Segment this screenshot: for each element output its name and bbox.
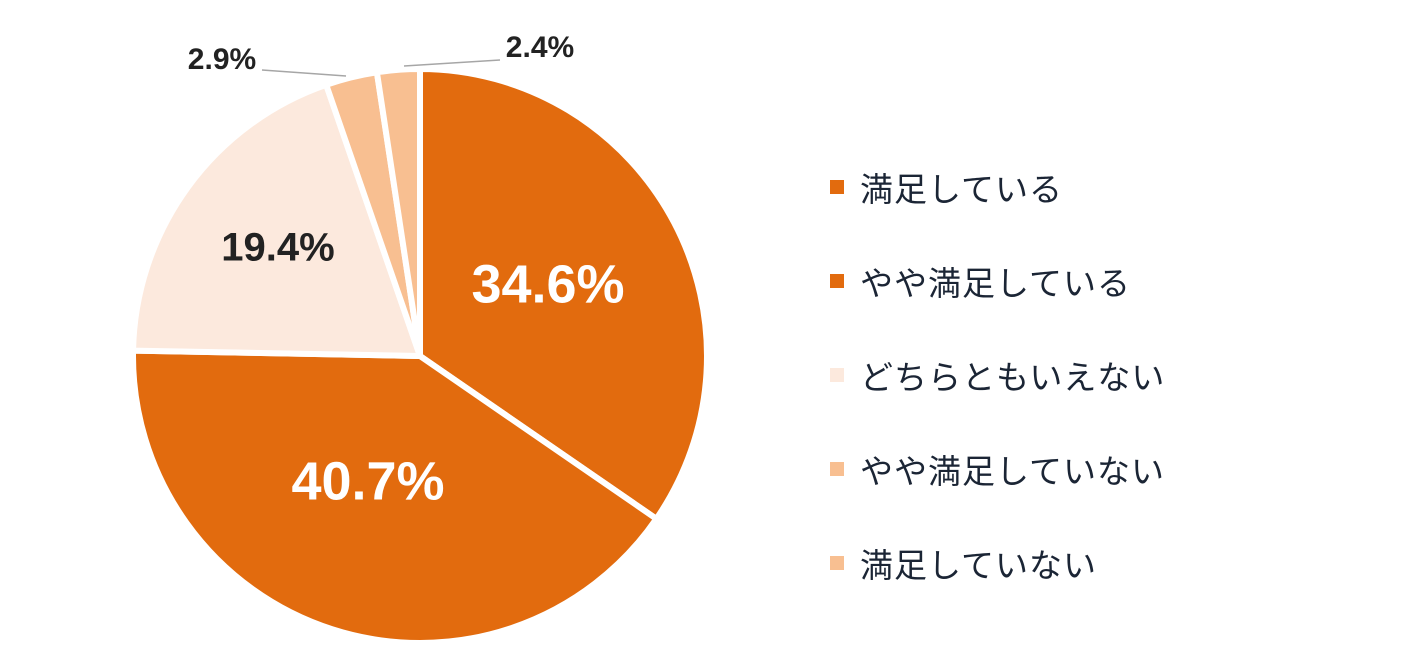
legend-swatch-satisfied xyxy=(830,180,844,194)
legend-label-satisfied: 満足している xyxy=(860,170,1064,209)
legend-swatch-somewhat-satisfied xyxy=(830,274,844,288)
legend-item-somewhat-satisfied: やや満足している xyxy=(830,234,1165,328)
legend-item-satisfied: 満足している xyxy=(830,140,1165,234)
legend-label-dissatisfied: 満足していない xyxy=(860,546,1098,585)
pie-slice-satisfied xyxy=(417,66,710,522)
legend-swatch-dissatisfied xyxy=(830,556,844,570)
legend-swatch-neutral xyxy=(830,368,844,382)
pie-slice-dissatisfied xyxy=(373,66,423,359)
pie-slice-somewhat-satisfied xyxy=(130,347,660,646)
legend: 満足している やや満足している どちらともいえない やや満足していない 満足して… xyxy=(830,140,1165,610)
data-label-neutral: 19.4% xyxy=(221,226,334,270)
legend-item-somewhat-dissatisfied: やや満足していない xyxy=(830,422,1165,516)
data-label-somewhat-satisfied: 40.7% xyxy=(291,451,444,511)
legend-item-neutral: どちらともいえない xyxy=(830,328,1165,422)
legend-label-neutral: どちらともいえない xyxy=(860,358,1166,397)
legend-label-somewhat-satisfied: やや満足している xyxy=(860,264,1132,303)
leader-line-dissatisfied xyxy=(403,59,501,67)
legend-swatch-somewhat-dissatisfied xyxy=(830,462,844,476)
data-label-satisfied: 34.6% xyxy=(471,254,624,314)
data-label-dissatisfied: 2.4% xyxy=(506,31,574,64)
data-label-somewhat-dissatisfied: 2.9% xyxy=(188,43,256,76)
leader-line-somewhat-dissatisfied xyxy=(261,69,347,77)
legend-item-dissatisfied: 満足していない xyxy=(830,516,1165,610)
legend-label-somewhat-dissatisfied: やや満足していない xyxy=(860,452,1166,491)
